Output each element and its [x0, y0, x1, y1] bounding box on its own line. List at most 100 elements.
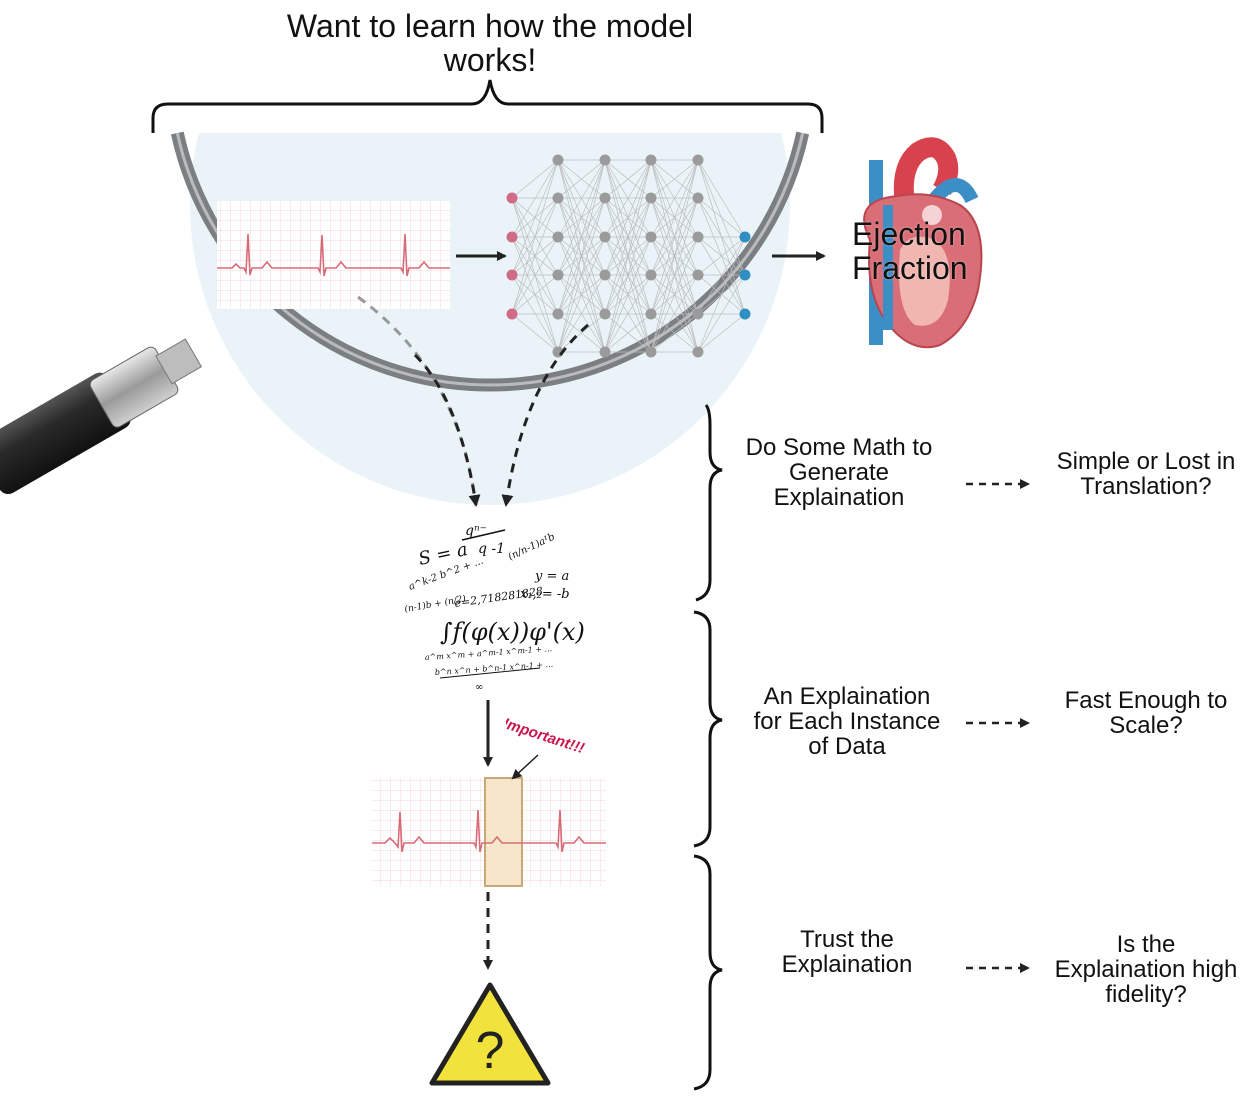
nn-node: [692, 231, 704, 243]
svg-text:y = a: y = a: [534, 569, 569, 584]
nn-edge: [604, 159, 652, 353]
nn-edge: [650, 236, 699, 353]
nn-node: [599, 346, 611, 358]
step-2-text: An Explaination for Each Instance of Dat…: [753, 683, 941, 761]
nn-node: [552, 154, 564, 166]
nn-node: [739, 308, 751, 320]
nn-edge: [604, 313, 652, 353]
step-1-question: Simple or Lost in Translation?: [1056, 448, 1236, 501]
nn-node: [599, 308, 611, 320]
step-1-text: Do Some Math to Generate Explaination: [745, 434, 933, 512]
nn-edge: [604, 159, 652, 315]
nn-edge: [557, 159, 606, 315]
nn-edge: [511, 159, 559, 238]
nn-edge: [557, 159, 606, 276]
nn-node: [645, 346, 657, 358]
nn-edge: [604, 159, 652, 199]
math-formulas-icon: S = a qⁿ⁻ q -1 (n/n-1)a¹b a^k-2 b^2 + ..…: [404, 523, 585, 695]
nn-node: [692, 308, 704, 320]
nn-edge: [604, 274, 652, 353]
nn-node: [645, 269, 657, 281]
nn-node: [739, 269, 751, 281]
nn-node: [692, 192, 704, 204]
nn-node: [599, 192, 611, 204]
nn-edge: [697, 236, 746, 276]
nn-edge: [511, 159, 559, 276]
nn-edge: [697, 159, 746, 238]
nn-edge: [697, 197, 746, 238]
nn-node: [692, 269, 704, 281]
nn-edge: [650, 274, 699, 353]
nn-node: [645, 308, 657, 320]
nn-edge: [650, 159, 699, 315]
top-brace: [151, 79, 824, 133]
nn-edge: [650, 159, 699, 199]
output-label: Ejection Fraction: [852, 218, 968, 286]
important-label: Important!!!: [506, 716, 587, 758]
nn-node: [645, 231, 657, 243]
nn-edge: [557, 159, 606, 199]
nn-edge: [511, 197, 559, 315]
svg-text:x₁,₂= -b: x₁,₂= -b: [520, 587, 570, 602]
nn-node: [599, 154, 611, 166]
step-2-question: Fast Enough to Scale?: [1064, 687, 1228, 740]
brace-step-2: [693, 610, 723, 848]
nn-node: [552, 192, 564, 204]
svg-text:∫f(φ(x))φ'(x): ∫f(φ(x))φ'(x): [440, 618, 585, 646]
nn-edge: [650, 313, 699, 353]
nn-node: [552, 231, 564, 243]
nn-node: [506, 231, 518, 243]
nn-edge: [697, 197, 746, 276]
nn-edge: [697, 274, 746, 353]
nn-node: [506, 192, 518, 204]
nn-edge: [650, 159, 699, 353]
brace-step-3: [693, 854, 723, 1091]
nn-edge: [557, 159, 606, 238]
step-3-question: Is the Explaination high fidelity?: [1054, 931, 1238, 1009]
neural-network-icon: [506, 154, 751, 358]
nn-edge: [604, 159, 652, 276]
nn-edge: [557, 313, 606, 353]
dashed-arrow-network-to-math: [501, 323, 589, 507]
ecg-strip-icon: [217, 201, 450, 309]
nn-node: [506, 269, 518, 281]
nn-node: [552, 269, 564, 281]
nn-edge: [650, 159, 699, 238]
diagram-title: Want to learn how the model works!: [286, 8, 694, 78]
step-3-text: Trust the Explaination: [781, 926, 913, 979]
brace-step-1: [695, 404, 723, 602]
svg-text:q -1: q -1: [478, 541, 505, 557]
nn-edge: [511, 274, 559, 315]
nn-edge: [697, 236, 746, 315]
nn-edge: [650, 159, 699, 276]
nn-edge: [557, 236, 606, 353]
nn-edge: [697, 236, 746, 353]
svg-text:∞: ∞: [475, 682, 483, 693]
nn-node: [645, 192, 657, 204]
warning-symbol: ?: [476, 1022, 505, 1080]
nn-edge: [557, 159, 606, 353]
important-label-container: Important!!!: [506, 716, 587, 758]
nn-node: [599, 231, 611, 243]
nn-node: [506, 308, 518, 320]
warning-triangle-icon: [429, 982, 551, 1086]
nn-edge: [604, 159, 652, 238]
nn-node: [692, 346, 704, 358]
arrow-important: [511, 754, 539, 780]
nn-node: [739, 231, 751, 243]
nn-edge: [511, 236, 559, 315]
nn-edge: [557, 274, 606, 353]
nn-node: [599, 269, 611, 281]
nn-edge: [511, 159, 559, 315]
nn-node: [692, 154, 704, 166]
nn-node: [552, 308, 564, 320]
highlighted-ecg-strip: [372, 777, 606, 887]
output-label-container: Ejection Fraction: [852, 218, 968, 286]
nn-node: [645, 154, 657, 166]
nn-edge: [650, 197, 699, 353]
nn-edge: [511, 159, 559, 199]
nn-edge: [604, 197, 652, 353]
nn-edge: [511, 313, 559, 353]
magnifying-glass-handle: [0, 338, 203, 495]
